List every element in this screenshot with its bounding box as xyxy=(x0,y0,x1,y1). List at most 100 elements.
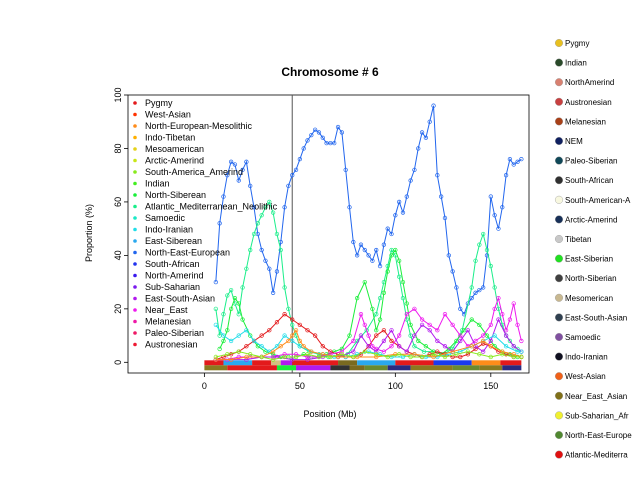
data-point-south-america-amerind xyxy=(236,349,241,354)
data-point-atlantic-mediterranean-neolithic xyxy=(259,213,264,218)
data-point-north-east-european xyxy=(404,194,409,199)
data-point-near-east xyxy=(496,296,501,301)
data-point-atlantic-mediterranean-neolithic xyxy=(225,293,230,298)
side-legend-swatch xyxy=(555,411,564,420)
legend-label: West-Asian xyxy=(145,110,191,120)
x-axis-label: Position (Mb) xyxy=(303,409,356,419)
data-point-north-east-european xyxy=(270,290,276,295)
data-point-north-east-european xyxy=(290,173,295,178)
data-point-north-east-european xyxy=(389,231,394,237)
legend-label: East-South-Asian xyxy=(145,294,215,304)
data-point-near-east xyxy=(293,352,299,357)
data-point-north-east-european xyxy=(259,247,264,253)
data-point-north-east-european xyxy=(320,135,325,140)
side-legend-swatch xyxy=(555,352,564,361)
data-point-east-south-asian xyxy=(397,344,402,349)
data-point-north-european-mesolithic xyxy=(278,344,283,349)
track-block-upper xyxy=(395,360,434,366)
legend-swatch xyxy=(133,124,137,128)
legend-label: South-America_Amerind xyxy=(145,167,243,177)
data-point-atlantic-mediterranean-neolithic xyxy=(473,258,478,263)
data-point-north-siberean xyxy=(423,344,429,349)
data-point-atlantic-mediterranean-neolithic xyxy=(251,231,257,237)
data-point-south-america-amerind xyxy=(362,349,367,354)
legend-swatch xyxy=(133,135,137,140)
data-point-north-east-european xyxy=(312,127,318,132)
data-point-north-european-mesolithic xyxy=(488,344,493,349)
data-point-north-east-european xyxy=(213,279,218,285)
data-point-north-siberean xyxy=(240,317,245,322)
data-point-near-east xyxy=(442,312,448,317)
data-point-south-america-amerind xyxy=(519,354,524,360)
data-point-north-east-european xyxy=(347,205,352,210)
data-point-pygmy xyxy=(374,333,379,338)
legend-swatch xyxy=(133,331,137,335)
data-point-north-european-mesolithic xyxy=(500,349,505,354)
data-point-east-south-asian xyxy=(419,322,425,328)
data-point-north-siberean xyxy=(400,279,406,285)
track-block-upper xyxy=(223,360,253,366)
y-tick-label: 100 xyxy=(113,87,123,102)
data-point-near-east xyxy=(511,301,516,306)
data-point-north-european-mesolithic xyxy=(293,328,299,333)
data-point-atlantic-mediterranean-neolithic xyxy=(507,338,513,344)
data-point-north-east-european xyxy=(225,173,230,178)
data-point-north-east-european xyxy=(477,287,482,293)
data-point-north-east-european xyxy=(335,124,341,130)
data-point-atlantic-mediterranean-neolithic xyxy=(278,247,283,253)
data-point-north-east-european xyxy=(442,215,448,221)
legend-swatch xyxy=(133,216,137,220)
data-point-atlantic-mediterranean-neolithic xyxy=(244,266,249,271)
legend-label: Austronesian xyxy=(145,340,198,350)
side-legend-swatch xyxy=(555,156,564,165)
side-legend-swatch xyxy=(555,313,564,322)
data-point-north-siberean xyxy=(393,247,398,253)
side-legend-label: Mesomerican xyxy=(565,294,613,303)
data-point-near-east xyxy=(362,322,367,328)
side-legend-label: Melanesian xyxy=(565,117,606,126)
data-point-atlantic-mediterranean-neolithic xyxy=(228,287,234,293)
legend-swatch xyxy=(133,193,137,197)
data-point-pygmy xyxy=(297,322,303,328)
data-point-north-east-european xyxy=(458,306,463,311)
data-point-south-america-amerind xyxy=(431,352,436,357)
data-point-near-east xyxy=(481,333,486,338)
data-point-north-siberean xyxy=(408,322,413,328)
series-line-near-east xyxy=(215,296,522,361)
legend-swatch xyxy=(133,101,137,105)
y-tick-label: 0 xyxy=(113,360,123,365)
data-point-indo-iranian xyxy=(228,338,234,344)
side-legend-label: South-American-A xyxy=(565,196,631,205)
legend-swatch xyxy=(133,319,137,324)
x-axis: 0 50 100 150 xyxy=(202,373,498,391)
ancestry-tracks xyxy=(204,360,522,371)
data-point-north-siberean xyxy=(347,333,352,338)
data-point-pygmy xyxy=(290,317,295,322)
side-legend-swatch xyxy=(555,372,564,381)
data-point-north-siberean xyxy=(385,269,390,274)
data-point-north-european-mesolithic xyxy=(320,352,325,357)
track-block-upper xyxy=(471,360,501,366)
legend-swatch xyxy=(133,285,137,289)
data-point-atlantic-mediterranean-neolithic xyxy=(213,306,218,311)
legend-label: Mesoamerican xyxy=(145,144,204,154)
legend-swatch xyxy=(133,273,137,278)
legend-label: North-Siberean xyxy=(145,190,206,200)
data-point-atlantic-mediterranean-neolithic xyxy=(515,346,520,352)
legend-swatch xyxy=(133,239,137,243)
data-point-north-siberean xyxy=(228,306,234,311)
data-point-indo-iranian xyxy=(503,344,509,349)
data-point-north-siberean xyxy=(469,317,474,322)
track-block-lower xyxy=(364,365,388,371)
data-point-north-east-european xyxy=(450,269,455,274)
track-block-upper xyxy=(204,360,224,366)
plot-frame xyxy=(127,94,530,374)
data-point-near-east xyxy=(503,328,509,333)
data-point-north-east-european xyxy=(293,167,299,172)
data-point-south-america-amerind xyxy=(270,357,276,362)
data-point-north-european-mesolithic xyxy=(301,344,306,349)
data-point-north-east-european xyxy=(496,226,501,231)
data-point-near-east xyxy=(282,352,287,357)
data-point-north-east-european xyxy=(244,159,249,164)
legend-swatch xyxy=(133,308,137,312)
